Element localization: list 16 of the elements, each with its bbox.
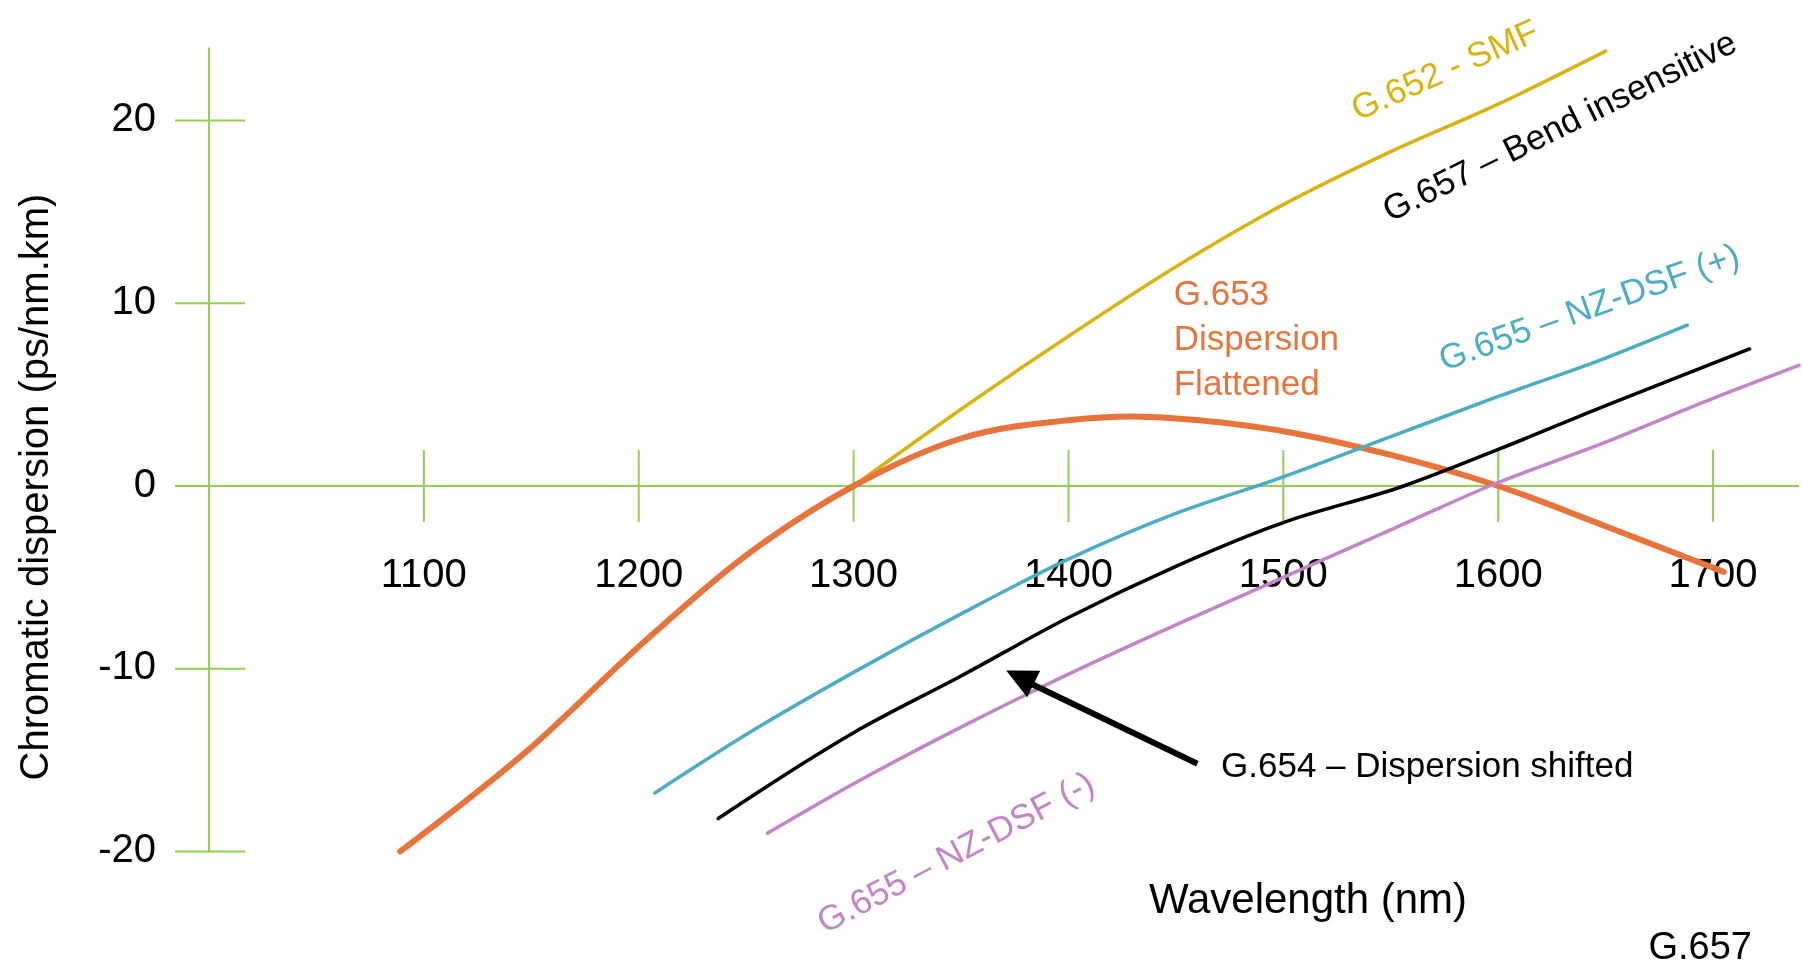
x-tick-label: 1100 (380, 550, 467, 595)
y-tick-label: 10 (111, 277, 156, 322)
x-axis-title: Wavelength (nm) (1148, 875, 1468, 922)
y-tick-label: 20 (111, 95, 156, 140)
x-tick-label: 1300 (809, 550, 899, 595)
y-tick-label: -10 (98, 643, 156, 688)
text: G.652 - SMF (1344, 10, 1544, 128)
series-label: G.653 Dispersion Flattened (1173, 273, 1340, 403)
y-tick-label: -20 (98, 825, 156, 870)
text: G.654 – Dispersion shifted (1221, 744, 1634, 784)
x-tick-label: 1400 (1023, 550, 1113, 595)
x-tick-label: 1600 (1453, 550, 1543, 595)
y-axis-title: Chromatic dispersion (ps/nm.km) (12, 193, 56, 781)
text: G.657 (1648, 925, 1752, 967)
x-tick-label: 1200 (594, 550, 684, 595)
y-tick-label: 0 (133, 460, 156, 505)
